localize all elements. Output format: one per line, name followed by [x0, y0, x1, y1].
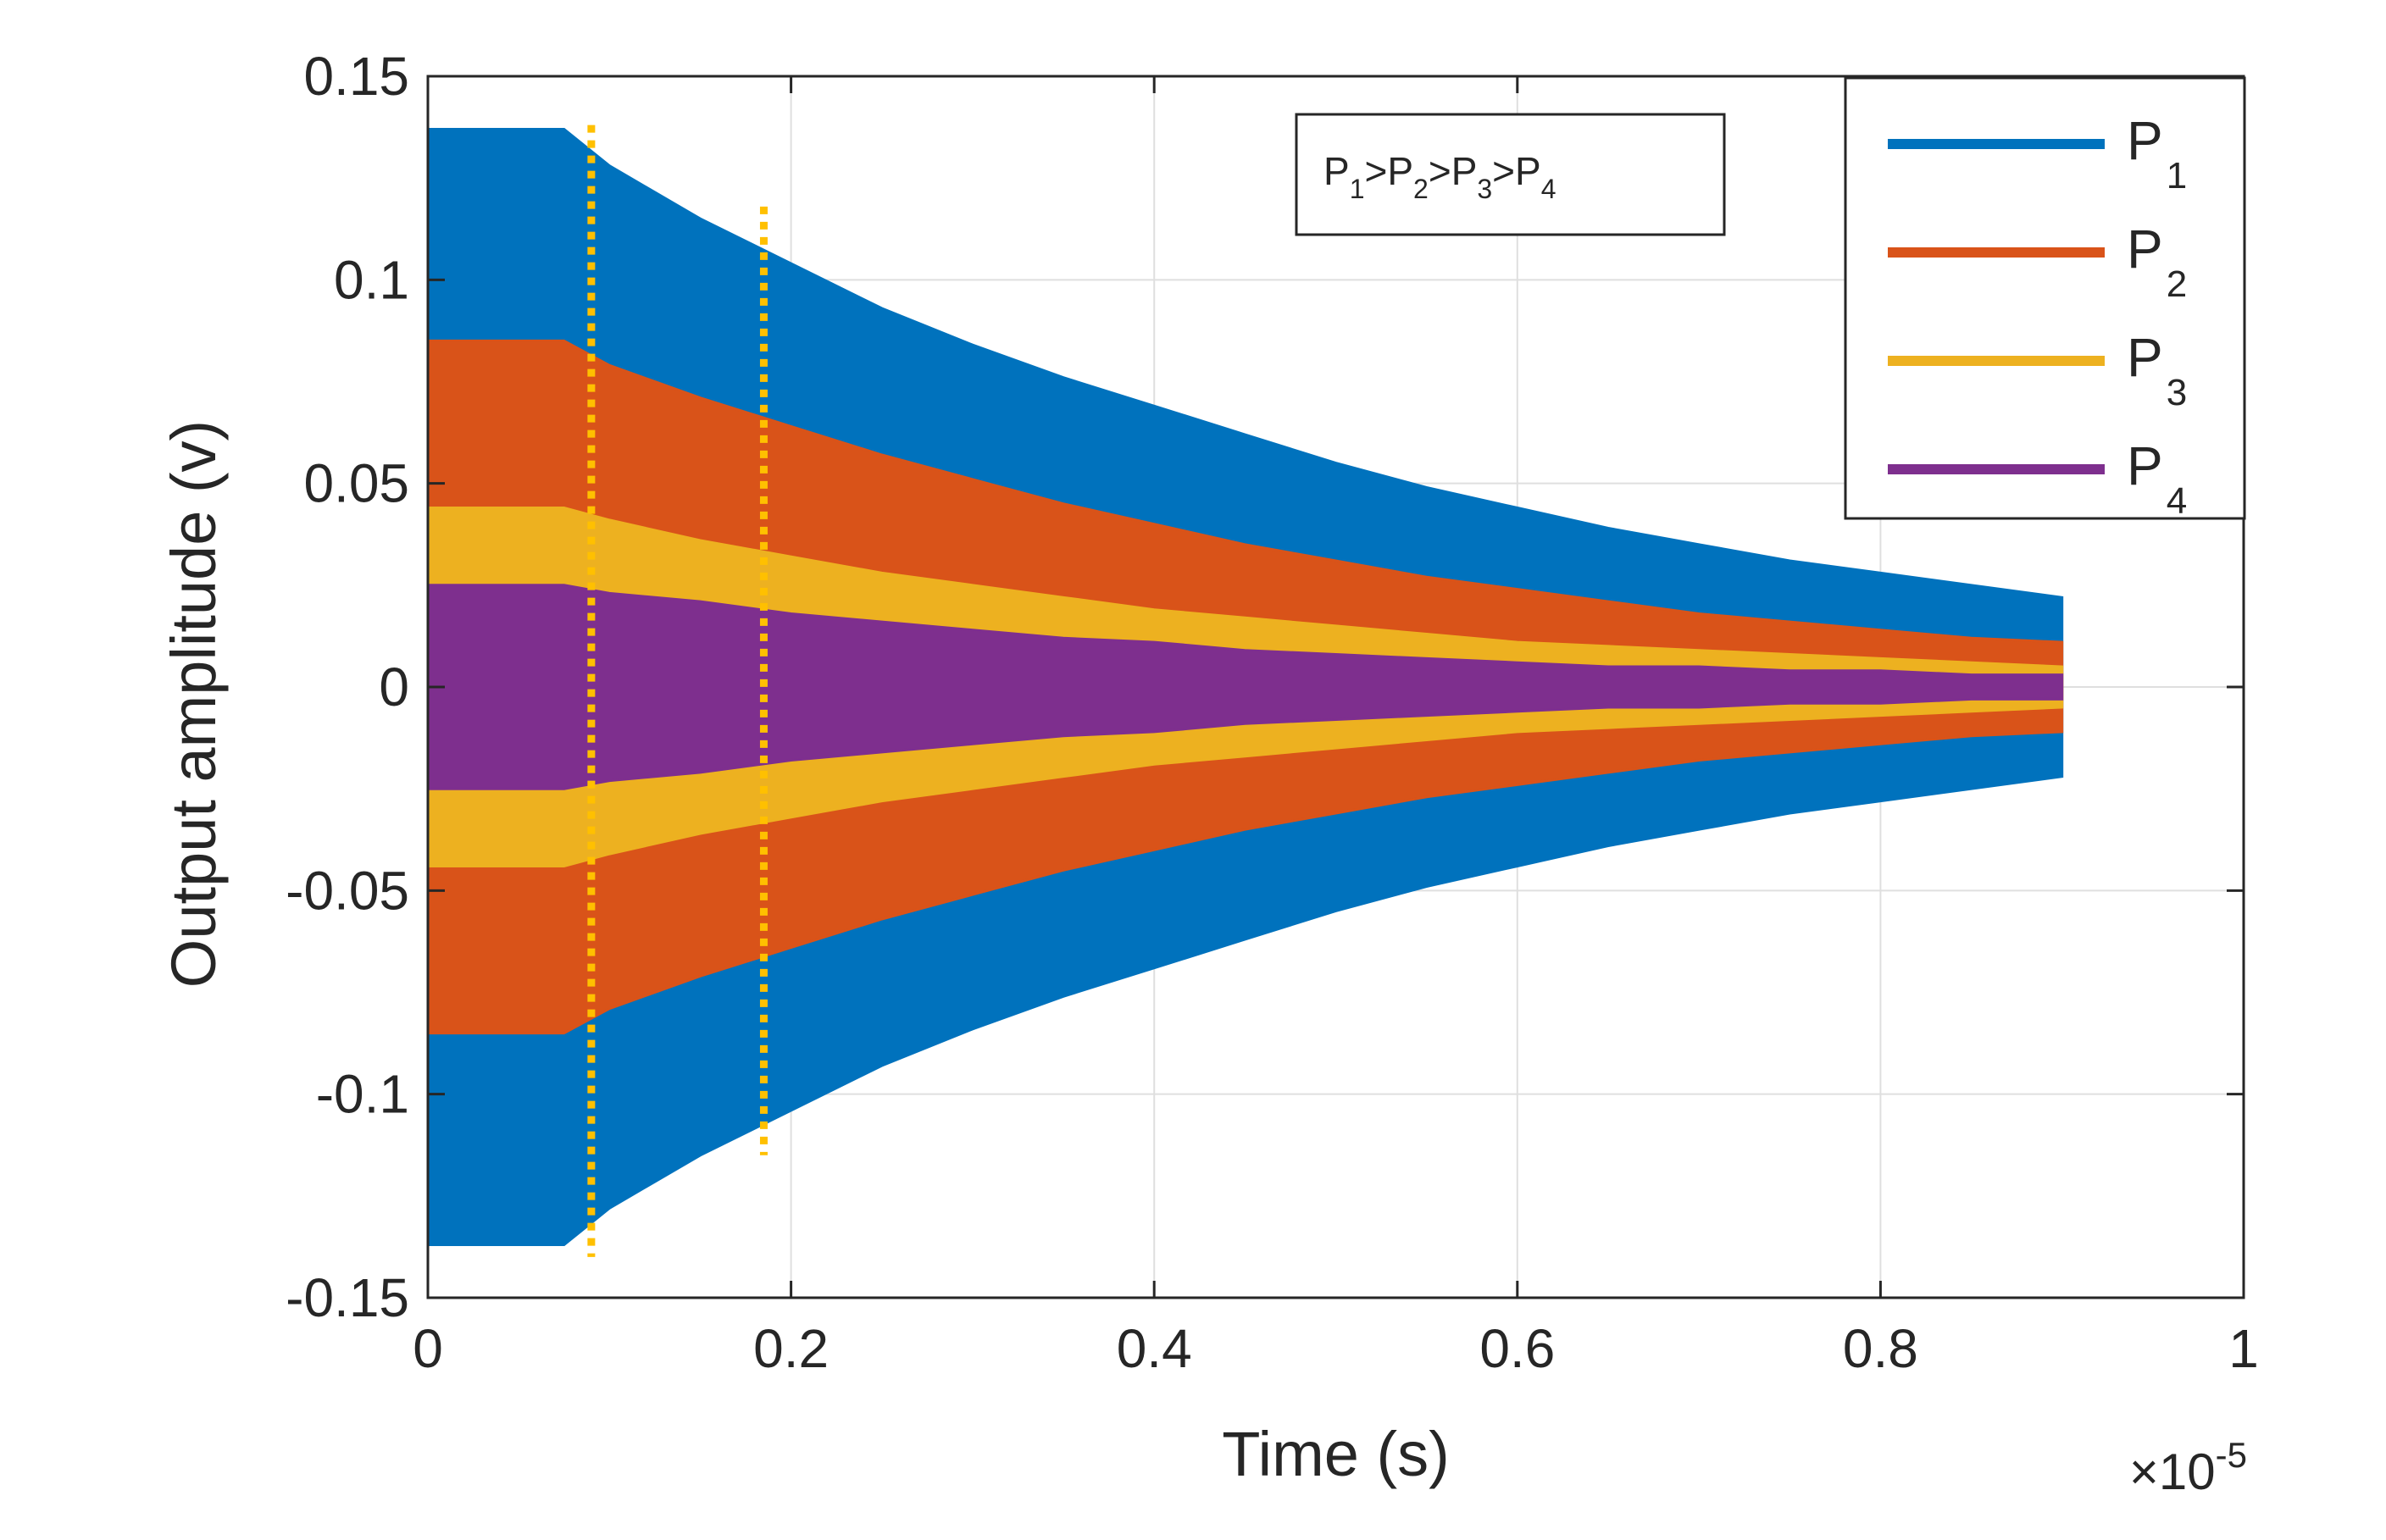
- y-tick-label: -0.1: [316, 1064, 409, 1125]
- legend-label-p2: P2: [2127, 219, 2187, 305]
- series-bands: [426, 128, 2064, 1246]
- legend-label-p4: P4: [2127, 435, 2187, 522]
- exponent-base: ×10: [2129, 1443, 2216, 1500]
- exponent-power: -5: [2216, 1435, 2247, 1475]
- tick-labels: 0 0.2 0.4 0.6 0.8 1 -0.15 -0.1 -0.05 0 0.05 0.1 0.15: [286, 46, 2259, 1379]
- y-tick-label: 0.05: [303, 453, 409, 514]
- annotation-part: >P: [1364, 149, 1413, 193]
- y-tick-label: -0.05: [286, 860, 409, 921]
- x-tick-label: 0.6: [1479, 1318, 1555, 1379]
- annotation-subscript: 1: [1350, 174, 1365, 204]
- annotation-subscript: 4: [1541, 174, 1556, 204]
- x-tick-label: 0.4: [1117, 1318, 1192, 1379]
- annotation-frame: [1295, 113, 1726, 236]
- x-tick-label: 1: [2228, 1318, 2259, 1379]
- y-tick-label: -0.15: [286, 1267, 409, 1328]
- annotation-subscript: 2: [1413, 174, 1429, 204]
- legend: P1 P2 P3 P4: [1844, 76, 2246, 522]
- annotation-part: >P: [1492, 149, 1541, 193]
- x-tick-label: 0: [413, 1318, 443, 1379]
- y-axis-title: Output amplitude (v): [158, 420, 229, 988]
- annotation-part: P: [1323, 149, 1350, 193]
- annotation-subscript: 3: [1477, 174, 1492, 204]
- legend-frame: [1844, 76, 2246, 520]
- annotation-box: P1>P2>P3>P4: [1295, 113, 1726, 236]
- legend-label-p1: P1: [2127, 110, 2187, 197]
- y-tick-label: 0.15: [303, 46, 409, 107]
- x-axis-title: Time (s): [1222, 1419, 1450, 1489]
- legend-label-p3: P3: [2127, 327, 2187, 413]
- annotation-part: >P: [1429, 149, 1478, 193]
- y-tick-label: 0.1: [334, 249, 409, 310]
- y-tick-label: 0: [379, 656, 409, 717]
- x-tick-label: 0.2: [753, 1318, 829, 1379]
- annotation-text: P1>P2>P3>P4: [1323, 149, 1556, 204]
- dotted-marker-lines: [587, 125, 768, 1257]
- axes: [426, 75, 2245, 1299]
- x-tick-label: 0.8: [1843, 1318, 1918, 1379]
- x-axis-exponent-label: ×10-5: [2129, 1435, 2247, 1500]
- series-band-p4: [426, 584, 2064, 790]
